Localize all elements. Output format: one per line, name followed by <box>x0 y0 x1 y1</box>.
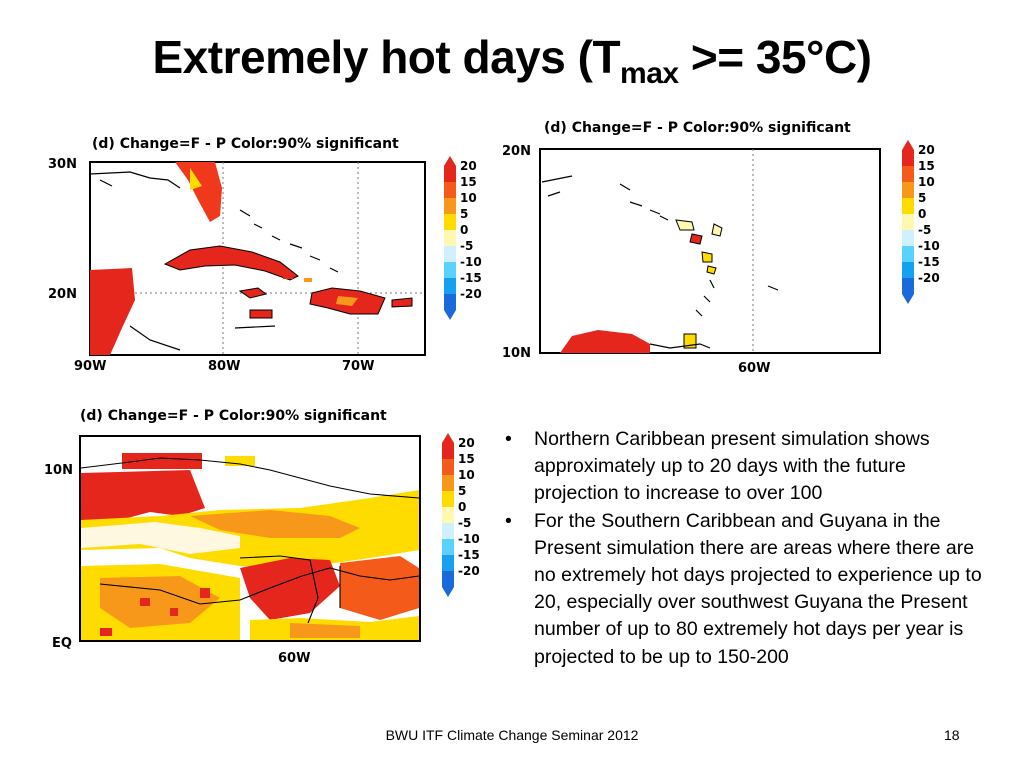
colorbar-swatch <box>442 523 454 539</box>
colorbar-label: 15 <box>458 452 475 466</box>
colorbar-label: -15 <box>458 548 480 562</box>
colorbar-swatch <box>902 214 914 230</box>
coastlines <box>541 175 779 349</box>
map-frame <box>539 148 881 354</box>
colorbar-swatch <box>444 262 456 278</box>
colorbar-label: 20 <box>458 436 475 450</box>
lat-label: 10N <box>502 346 531 361</box>
colorbar-arrow-bottom <box>444 310 456 320</box>
colorbar-swatch <box>902 182 914 198</box>
colorbar-swatch <box>442 555 454 571</box>
page-number: 18 <box>944 727 960 743</box>
lat-label: 10N <box>44 463 73 478</box>
bullet-item: • For the Southern Caribbean and Guyana … <box>505 508 995 671</box>
colorbar-label: -5 <box>918 223 931 237</box>
colorbar-label: -15 <box>918 255 940 269</box>
land-change-fill <box>90 162 413 355</box>
map-header: (d) Change=F - P Color:90% significant <box>92 136 399 152</box>
slide-title: Extremely hot days (Tmax >= 35°C) <box>0 30 1024 91</box>
colorbar-label: -5 <box>458 516 471 530</box>
colorbar-label: 15 <box>460 175 477 189</box>
colorbar-label: 5 <box>458 484 466 498</box>
bullet-list: • Northern Caribbean present simulation … <box>505 426 995 671</box>
lon-label: 80W <box>208 359 240 374</box>
colorbar-swatch <box>444 214 456 230</box>
map-header: (d) Change=F - P Color:90% significant <box>544 120 851 136</box>
colorbar-swatch <box>902 166 914 182</box>
colorbar-label: -5 <box>460 239 473 253</box>
colorbar-arrow-bottom <box>442 587 454 597</box>
colorbar-label: 0 <box>460 223 468 237</box>
colorbar-label: -10 <box>918 239 940 253</box>
lat-label: 30N <box>48 157 77 172</box>
colorbar-label: 10 <box>460 191 477 205</box>
lon-label: 60W <box>278 651 310 666</box>
lat-label: 20N <box>48 287 77 302</box>
heatmap-fill <box>81 453 419 640</box>
colorbar: 20 15 10 5 0 -5 -10 -15 -20 <box>902 140 940 304</box>
colorbar-label: -20 <box>458 564 480 578</box>
colorbar-swatch <box>902 230 914 246</box>
colorbar-swatch <box>902 246 914 262</box>
bullet-dot: • <box>505 428 512 450</box>
colorbar-label: 0 <box>458 500 466 514</box>
colorbar-arrow-bottom <box>902 294 914 304</box>
colorbar-arrow-top <box>902 140 914 150</box>
colorbar-label: 20 <box>918 143 935 157</box>
colorbar-label: 10 <box>918 175 935 189</box>
map-southern-caribbean-guyana: (d) Change=F - P Color:90% significant <box>44 408 480 666</box>
colorbar-swatch <box>444 246 456 262</box>
colorbar-label: -15 <box>460 271 482 285</box>
colorbar-label: 0 <box>918 207 926 221</box>
colorbar-swatch <box>902 198 914 214</box>
lon-label: 90W <box>74 359 106 374</box>
colorbar-label: -20 <box>460 287 482 301</box>
map-lesser-antilles: (d) Change=F - P Color:90% significant 2… <box>502 120 940 376</box>
colorbar-swatch <box>442 507 454 523</box>
title-subscript: max <box>620 57 679 90</box>
title-main: Extremely hot days (T <box>152 31 621 83</box>
lat-label: EQ <box>52 636 72 651</box>
colorbar-swatch <box>902 278 914 294</box>
colorbar-swatch <box>442 443 454 459</box>
map-northern-caribbean: (d) Change=F - P Color:90% significant 3… <box>48 136 482 374</box>
colorbar-label: 20 <box>460 159 477 173</box>
colorbar-arrow-top <box>442 433 454 443</box>
colorbar-label: 10 <box>458 468 475 482</box>
colorbar-swatch <box>444 294 456 310</box>
map-header: (d) Change=F - P Color:90% significant <box>80 408 387 424</box>
coastlines <box>89 171 339 351</box>
colorbar-label: 15 <box>918 159 935 173</box>
colorbar-swatch <box>442 459 454 475</box>
colorbar-swatch <box>442 571 454 587</box>
colorbar: 20 15 10 5 0 -5 -10 -15 -20 <box>444 156 482 320</box>
lon-label: 60W <box>738 361 770 376</box>
colorbar-swatch <box>442 491 454 507</box>
lat-label: 20N <box>502 144 531 159</box>
colorbar-swatch <box>444 182 456 198</box>
bullet-item: • Northern Caribbean present simulation … <box>505 426 995 508</box>
coastlines <box>80 457 420 624</box>
colorbar-swatch <box>902 150 914 166</box>
bullet-dot: • <box>505 509 512 532</box>
colorbar-label: -20 <box>918 271 940 285</box>
colorbar-label: -10 <box>460 255 482 269</box>
colorbar-swatch <box>444 166 456 182</box>
title-end: >= 35°C) <box>678 31 872 83</box>
colorbar-label: -10 <box>458 532 480 546</box>
colorbar-label: 5 <box>918 191 926 205</box>
lon-label: 70W <box>342 359 374 374</box>
colorbar-swatch <box>442 475 454 491</box>
footer-text: BWU ITF Climate Change Seminar 2012 <box>385 727 639 743</box>
bullet-text: For the Southern Caribbean and Guyana in… <box>534 509 982 668</box>
colorbar-arrow-top <box>444 156 456 166</box>
bullet-text: Northern Caribbean present simulation sh… <box>534 428 930 505</box>
colorbar: 20 15 10 5 0 -5 -10 -15 -20 <box>442 433 480 597</box>
colorbar-swatch <box>444 198 456 214</box>
colorbar-swatch <box>442 539 454 555</box>
colorbar-swatch <box>444 278 456 294</box>
colorbar-label: 5 <box>460 207 468 221</box>
colorbar-swatch <box>902 262 914 278</box>
colorbar-swatch <box>444 230 456 246</box>
